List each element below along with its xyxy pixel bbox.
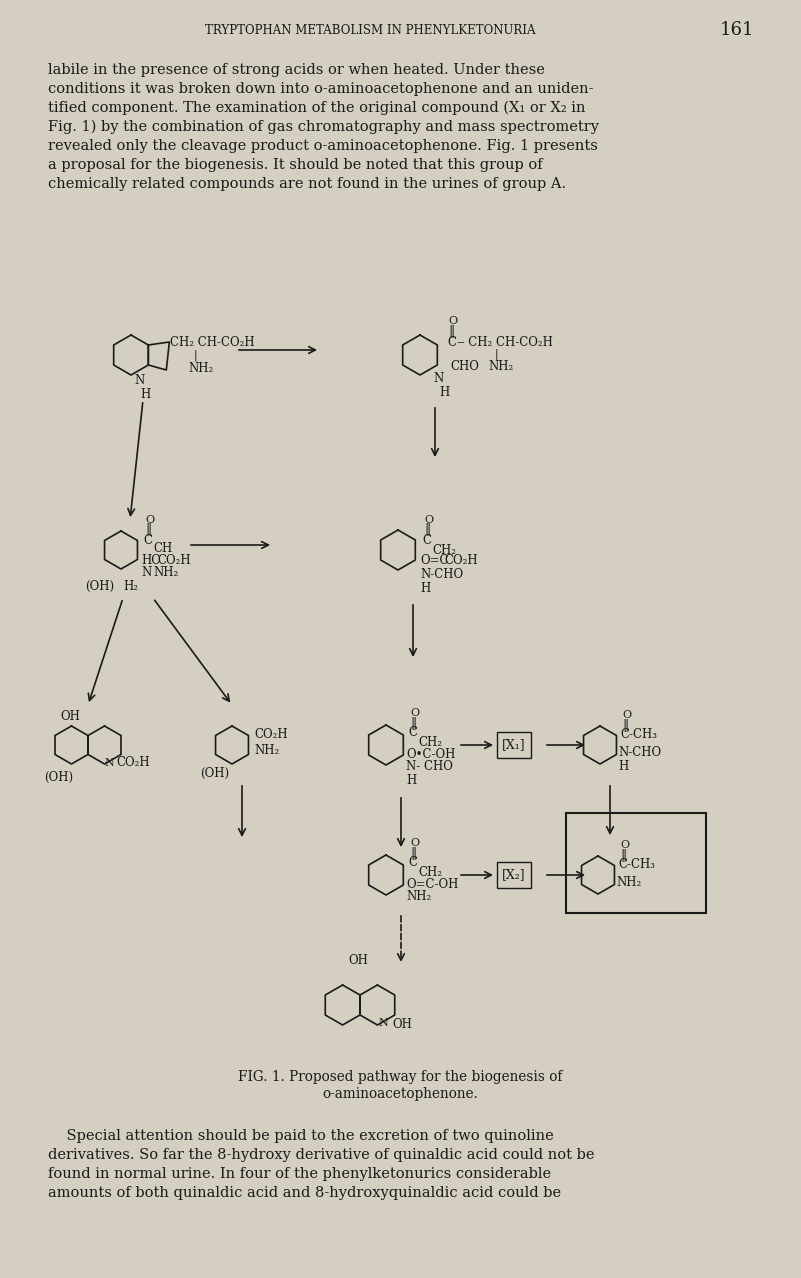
Text: ‖: ‖ — [622, 718, 628, 731]
Text: found in normal urine. In four of the phenylketonurics considerable: found in normal urine. In four of the ph… — [48, 1167, 551, 1181]
Text: (OH): (OH) — [200, 767, 229, 780]
Text: labile in the presence of strong acids or when heated. Under these: labile in the presence of strong acids o… — [48, 63, 545, 77]
Text: N: N — [134, 374, 144, 387]
Text: OH: OH — [392, 1019, 412, 1031]
Text: CO₂H: CO₂H — [254, 728, 288, 741]
Text: ‖: ‖ — [410, 717, 417, 730]
Text: NH₂: NH₂ — [188, 362, 213, 374]
Text: NH₂: NH₂ — [488, 359, 513, 372]
Text: H: H — [140, 389, 151, 401]
Text: O: O — [145, 515, 154, 525]
Text: N: N — [433, 372, 443, 386]
Text: NH₂: NH₂ — [406, 891, 431, 904]
Text: OH: OH — [348, 953, 368, 966]
Text: FIG. 1. Proposed pathway for the biogenesis of: FIG. 1. Proposed pathway for the biogene… — [238, 1070, 562, 1084]
Text: O: O — [620, 840, 629, 850]
Text: (OH): (OH) — [44, 771, 73, 783]
Text: derivatives. So far the 8-hydroxy derivative of quinaldic acid could not be: derivatives. So far the 8-hydroxy deriva… — [48, 1148, 594, 1162]
Text: C: C — [408, 726, 417, 740]
Text: CH: CH — [153, 542, 172, 556]
Text: amounts of both quinaldic acid and 8-hydroxyquinaldic acid could be: amounts of both quinaldic acid and 8-hyd… — [48, 1186, 562, 1200]
Text: Special attention should be paid to the excretion of two quinoline: Special attention should be paid to the … — [48, 1128, 553, 1143]
Text: O=C-OH: O=C-OH — [406, 878, 458, 891]
Text: O: O — [424, 515, 433, 525]
Text: C: C — [408, 856, 417, 869]
Text: O: O — [448, 316, 457, 326]
Text: tified component. The examination of the original compound (X₁ or X₂ in: tified component. The examination of the… — [48, 101, 586, 115]
Text: TRYPTOPHAN METABOLISM IN PHENYLKETONURIA: TRYPTOPHAN METABOLISM IN PHENYLKETONURIA — [205, 23, 535, 37]
Text: (OH): (OH) — [85, 579, 114, 593]
Text: NH₂: NH₂ — [616, 877, 642, 889]
Text: [X₁]: [X₁] — [502, 739, 525, 751]
Text: |: | — [495, 348, 499, 359]
Text: C-CH₃: C-CH₃ — [620, 728, 657, 741]
Text: O=C: O=C — [420, 555, 449, 567]
Text: H: H — [439, 386, 449, 400]
Text: ‖: ‖ — [410, 846, 417, 860]
Text: H: H — [406, 773, 417, 786]
Text: NH₂: NH₂ — [254, 745, 280, 758]
Text: H₂: H₂ — [123, 579, 138, 593]
Text: chemically related compounds are not found in the urines of group A.: chemically related compounds are not fou… — [48, 176, 566, 190]
Bar — [497, 861, 531, 888]
Bar — [566, 813, 706, 912]
Text: |: | — [194, 349, 198, 360]
Text: ‖: ‖ — [448, 326, 454, 339]
Text: [X₂]: [X₂] — [502, 869, 525, 882]
Text: ‖: ‖ — [145, 524, 151, 537]
Text: O: O — [622, 711, 631, 720]
Text: HC: HC — [141, 553, 160, 566]
Text: CH₂: CH₂ — [418, 736, 442, 749]
Text: ‖: ‖ — [424, 524, 430, 537]
Text: revealed only the cleavage product o-aminoacetophenone. Fig. 1 presents: revealed only the cleavage product o-ami… — [48, 139, 598, 153]
Text: NH₂: NH₂ — [153, 566, 179, 579]
Text: O: O — [410, 838, 419, 849]
Text: N-CHO: N-CHO — [420, 569, 463, 581]
Text: CH₂ CH-CO₂H: CH₂ CH-CO₂H — [170, 336, 255, 349]
Text: CO₂H: CO₂H — [444, 555, 477, 567]
Text: H: H — [618, 760, 628, 773]
Text: ‖: ‖ — [620, 849, 626, 861]
Text: 161: 161 — [720, 20, 755, 40]
Text: CHO: CHO — [450, 359, 479, 372]
Text: N-CHO: N-CHO — [618, 746, 661, 759]
Text: C: C — [143, 533, 152, 547]
Text: Fig. 1) by the combination of gas chromatography and mass spectrometry: Fig. 1) by the combination of gas chroma… — [48, 120, 599, 134]
Text: CO₂H: CO₂H — [116, 757, 150, 769]
Bar — [497, 732, 531, 758]
Text: O: O — [410, 708, 419, 718]
Text: O•C-OH: O•C-OH — [406, 748, 456, 760]
Text: CO₂H: CO₂H — [157, 553, 191, 566]
Text: OH: OH — [60, 711, 80, 723]
Text: a proposal for the biogenesis. It should be noted that this group of: a proposal for the biogenesis. It should… — [48, 158, 542, 173]
Text: N: N — [104, 758, 114, 768]
Text: N: N — [378, 1019, 388, 1028]
Text: CH₂: CH₂ — [432, 543, 456, 556]
Text: N: N — [141, 566, 151, 579]
Text: o-aminoacetophenone.: o-aminoacetophenone. — [322, 1088, 478, 1102]
Text: C‒ CH₂ CH-CO₂H: C‒ CH₂ CH-CO₂H — [448, 336, 553, 349]
Text: C: C — [422, 533, 431, 547]
Text: conditions it was broken down into o-aminoacetophenone and an uniden-: conditions it was broken down into o-ami… — [48, 82, 594, 96]
Text: H: H — [420, 581, 430, 594]
Text: C-CH₃: C-CH₃ — [618, 859, 655, 872]
Text: CH₂: CH₂ — [418, 866, 442, 879]
Text: N- CHO: N- CHO — [406, 760, 453, 773]
